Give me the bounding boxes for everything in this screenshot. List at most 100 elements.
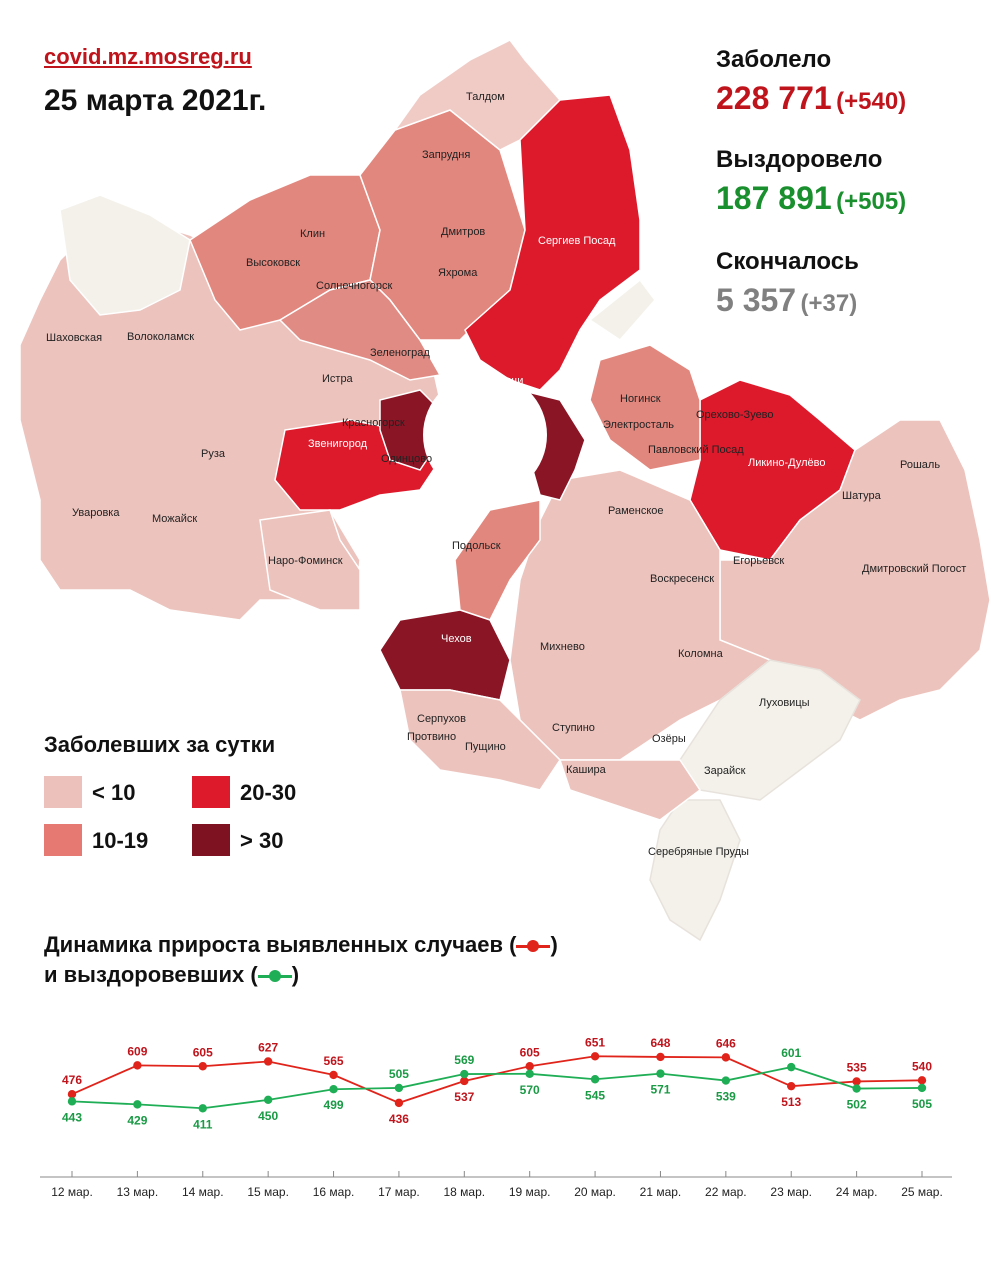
cases-point	[525, 1062, 534, 1071]
city-label: Серебряные Пруды	[648, 846, 749, 858]
recovered-data-label: 571	[650, 1083, 670, 1097]
cases-data-label: 627	[258, 1040, 278, 1054]
recovered-delta: (+505)	[836, 188, 907, 215]
legend-swatch-gt30	[192, 824, 230, 856]
recovered-point	[787, 1062, 796, 1072]
recovered-data-label: 429	[127, 1113, 147, 1127]
recovered-point	[198, 1104, 207, 1113]
city-label: Рошаль	[900, 459, 940, 471]
recovered-point	[394, 1083, 404, 1093]
dynamics-title-end1: )	[550, 932, 558, 957]
city-label: Запрудня	[422, 149, 470, 161]
city-label: Михнево	[540, 641, 585, 653]
x-tick-label: 22 мар.	[705, 1185, 747, 1199]
cases-point	[263, 1057, 273, 1066]
x-tick-label: 24 мар.	[836, 1185, 878, 1199]
city-label: Красногорск	[342, 417, 405, 429]
recovered-data-label: 499	[324, 1098, 344, 1112]
recovered-value: 187 891	[716, 180, 832, 216]
cases-point	[329, 1070, 338, 1080]
city-label: Яхрома	[438, 267, 478, 279]
x-tick-label: 17 мар.	[378, 1185, 420, 1199]
recovered-data-label: 450	[258, 1109, 278, 1123]
infected-stat: 228 771 (+540)	[716, 80, 906, 117]
recovered-point	[590, 1075, 600, 1084]
cases-data-label: 513	[781, 1095, 801, 1109]
city-label: Коломна	[678, 648, 724, 660]
city-label: Орехово-Зуево	[696, 409, 774, 421]
region-chekhov	[379, 609, 511, 701]
city-label: Дмитров	[441, 226, 485, 238]
city-label: Наро-Фоминск	[268, 555, 343, 567]
city-label: Шатура	[842, 490, 882, 502]
cases-data-label: 535	[847, 1060, 867, 1074]
infected-label: Заболело	[716, 46, 832, 73]
city-label: Серпухов	[417, 713, 466, 725]
city-label: Волоколамск	[127, 331, 194, 343]
cases-data-label: 537	[454, 1090, 474, 1104]
recovered-data-label: 539	[716, 1090, 736, 1104]
x-tick-label: 19 мар.	[509, 1185, 551, 1199]
x-tick-label: 15 мар.	[247, 1185, 289, 1199]
x-tick-label: 13 мар.	[117, 1185, 159, 1199]
recovered-point	[67, 1097, 77, 1106]
cases-point	[590, 1052, 600, 1061]
x-tick-label: 18 мар.	[443, 1185, 485, 1199]
recovered-data-label: 505	[912, 1097, 932, 1111]
region-kolomna	[509, 469, 772, 761]
recovered-data-label: 601	[781, 1046, 801, 1060]
recovered-point	[263, 1095, 273, 1105]
recovered-point	[917, 1083, 927, 1093]
recovered-point	[329, 1085, 338, 1094]
city-label: Подольск	[452, 540, 501, 552]
deceased-stat: 5 357 (+37)	[716, 282, 857, 319]
cases-point	[133, 1061, 142, 1070]
cases-data-label: 648	[650, 1036, 670, 1050]
city-label: Сергиев Посад	[538, 235, 616, 247]
city-label: Озёры	[652, 733, 686, 745]
x-tick-label: 12 мар.	[51, 1185, 93, 1199]
cases-point	[460, 1076, 469, 1086]
city-label: Руза	[201, 448, 226, 460]
recovered-point	[721, 1076, 731, 1085]
city-label: Ликино-Дулёво	[748, 457, 826, 469]
dynamics-title-line2: и выздоровевших ()	[44, 960, 558, 990]
city-labels: Талдом Запрудня Дмитров Яхрома Сергиев П…	[46, 91, 966, 858]
dynamics-title-text1: Динамика прироста выявленных случаев (	[44, 932, 517, 957]
infected-delta: (+540)	[836, 88, 907, 115]
region-sergiev-posad	[464, 94, 641, 391]
city-label: Кашира	[566, 764, 607, 776]
city-label: Клин	[300, 228, 325, 240]
cases-point	[67, 1090, 77, 1099]
city-label: Егорьевск	[733, 555, 784, 567]
region-taldom	[392, 39, 562, 151]
dynamics-title: Динамика прироста выявленных случаев () …	[44, 930, 558, 990]
x-tick-label: 21 мар.	[640, 1185, 682, 1199]
region-serebryanye-prudy	[649, 799, 741, 942]
city-label: Электросталь	[603, 419, 674, 431]
cases-data-label: 646	[716, 1036, 736, 1050]
city-label: Истра	[322, 373, 354, 385]
x-tick-label: 14 мар.	[182, 1185, 224, 1199]
city-label: Звенигород	[308, 438, 368, 450]
deceased-label: Скончалось	[716, 248, 859, 275]
region-east-light	[719, 419, 991, 721]
x-tick-label: 23 мар.	[770, 1185, 812, 1199]
recovered-label: Выздоровело	[716, 146, 883, 173]
cases-point	[917, 1076, 927, 1085]
legend-label-20-30: 20-30	[240, 780, 297, 805]
moscow-city	[423, 373, 547, 497]
recovered-data-label: 570	[520, 1083, 540, 1097]
report-date: 25 марта 2021г.	[44, 84, 267, 117]
city-label: Высоковск	[246, 257, 300, 269]
city-label: Луховицы	[759, 697, 810, 709]
city-label: Раменское	[608, 505, 664, 517]
recovered-data-label: 545	[585, 1088, 605, 1102]
recovered-line	[71, 1066, 923, 1110]
source-link[interactable]: covid.mz.mosreg.ru	[44, 44, 252, 69]
cases-data-label: 651	[585, 1035, 605, 1049]
region-kashira	[558, 759, 702, 821]
recovered-stat: 187 891 (+505)	[716, 180, 906, 217]
dynamics-title-end2: )	[291, 962, 300, 987]
legend-label-lt10: < 10	[92, 780, 136, 805]
